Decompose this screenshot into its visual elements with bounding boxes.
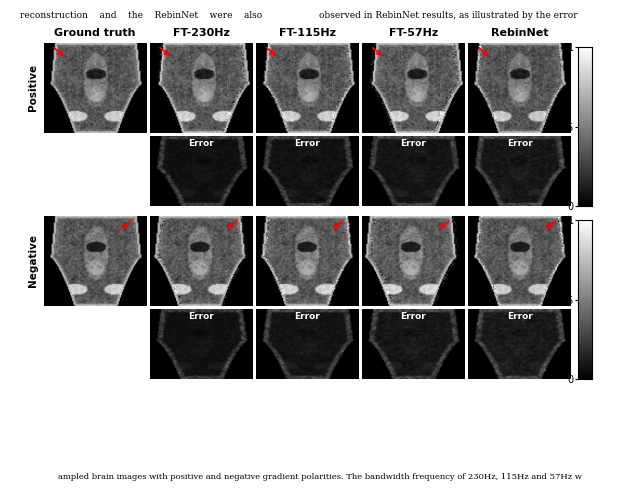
Text: Error: Error	[507, 312, 532, 321]
Text: Error: Error	[294, 139, 320, 148]
Text: Error: Error	[188, 139, 214, 148]
Text: RebinNet: RebinNet	[491, 28, 548, 38]
Text: Error: Error	[294, 312, 320, 321]
Text: Positive: Positive	[28, 64, 38, 111]
Text: Error: Error	[401, 312, 426, 321]
Text: Ground truth: Ground truth	[54, 28, 136, 38]
Text: Error: Error	[188, 312, 214, 321]
Text: reconstruction    and    the    RebinNet    were    also: reconstruction and the RebinNet were als…	[20, 11, 262, 20]
Text: Error: Error	[401, 139, 426, 148]
Text: observed in RebinNet results, as illustrated by the error: observed in RebinNet results, as illustr…	[319, 11, 577, 20]
Text: ampled brain images with positive and negative gradient polarities. The bandwidt: ampled brain images with positive and ne…	[58, 473, 582, 481]
Text: FT-57Hz: FT-57Hz	[389, 28, 438, 38]
Text: Negative: Negative	[28, 234, 38, 287]
Text: FT-115Hz: FT-115Hz	[278, 28, 336, 38]
Text: Error: Error	[507, 139, 532, 148]
Text: FT-230Hz: FT-230Hz	[173, 28, 229, 38]
